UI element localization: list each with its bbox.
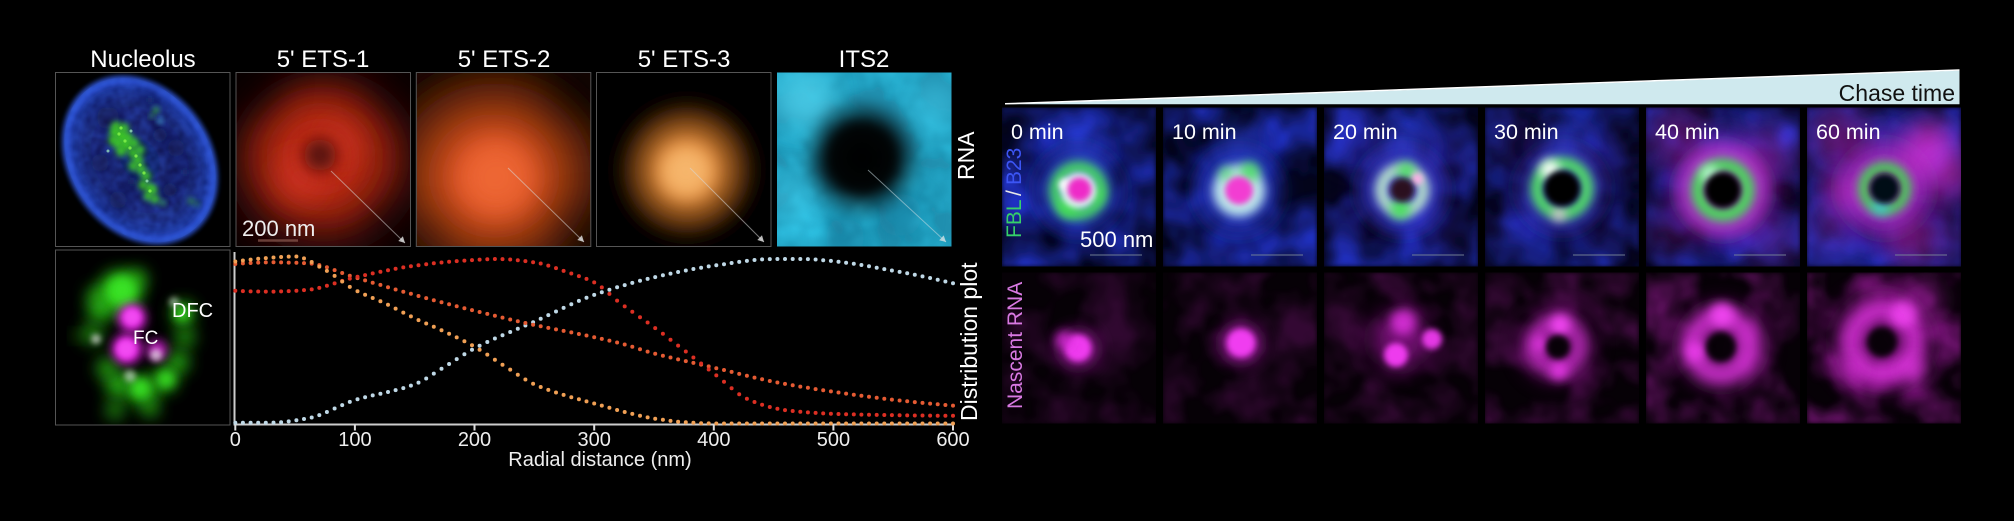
svg-text:ITS2: ITS2 [839,46,890,73]
svg-text:/: / [1003,190,1026,196]
svg-text:B23: B23 [1003,148,1026,185]
svg-text:400: 400 [697,429,730,451]
svg-text:5' ETS-1: 5' ETS-1 [277,46,370,73]
svg-text:500: 500 [817,429,850,451]
svg-text:100: 100 [338,429,371,451]
svg-text:FBL: FBL [1003,199,1026,238]
svg-text:600: 600 [936,429,969,451]
svg-text:60 min: 60 min [1816,120,1881,144]
svg-text:Chase time: Chase time [1839,80,1955,106]
svg-text:30 min: 30 min [1494,120,1559,144]
svg-text:200 nm: 200 nm [242,216,315,241]
svg-text:300: 300 [578,429,611,451]
svg-text:0: 0 [230,429,241,451]
svg-text:Nucleolus: Nucleolus [90,46,195,73]
svg-text:FC: FC [133,328,158,349]
svg-text:Radial distance (nm): Radial distance (nm) [508,449,691,471]
svg-text:5' ETS-3: 5' ETS-3 [638,46,731,73]
svg-text:10 min: 10 min [1172,120,1237,144]
svg-text:500 nm: 500 nm [1080,227,1153,252]
svg-text:DFC: DFC [172,300,213,322]
svg-text:RNA: RNA [953,131,979,180]
svg-text:Nascent RNA: Nascent RNA [1004,282,1027,409]
svg-text:40 min: 40 min [1655,120,1720,144]
svg-text:0 min: 0 min [1011,120,1064,144]
svg-text:200: 200 [458,429,491,451]
svg-text:20 min: 20 min [1333,120,1398,144]
svg-text:5' ETS-2: 5' ETS-2 [458,46,551,73]
svg-text:Distribution plot: Distribution plot [956,262,982,421]
